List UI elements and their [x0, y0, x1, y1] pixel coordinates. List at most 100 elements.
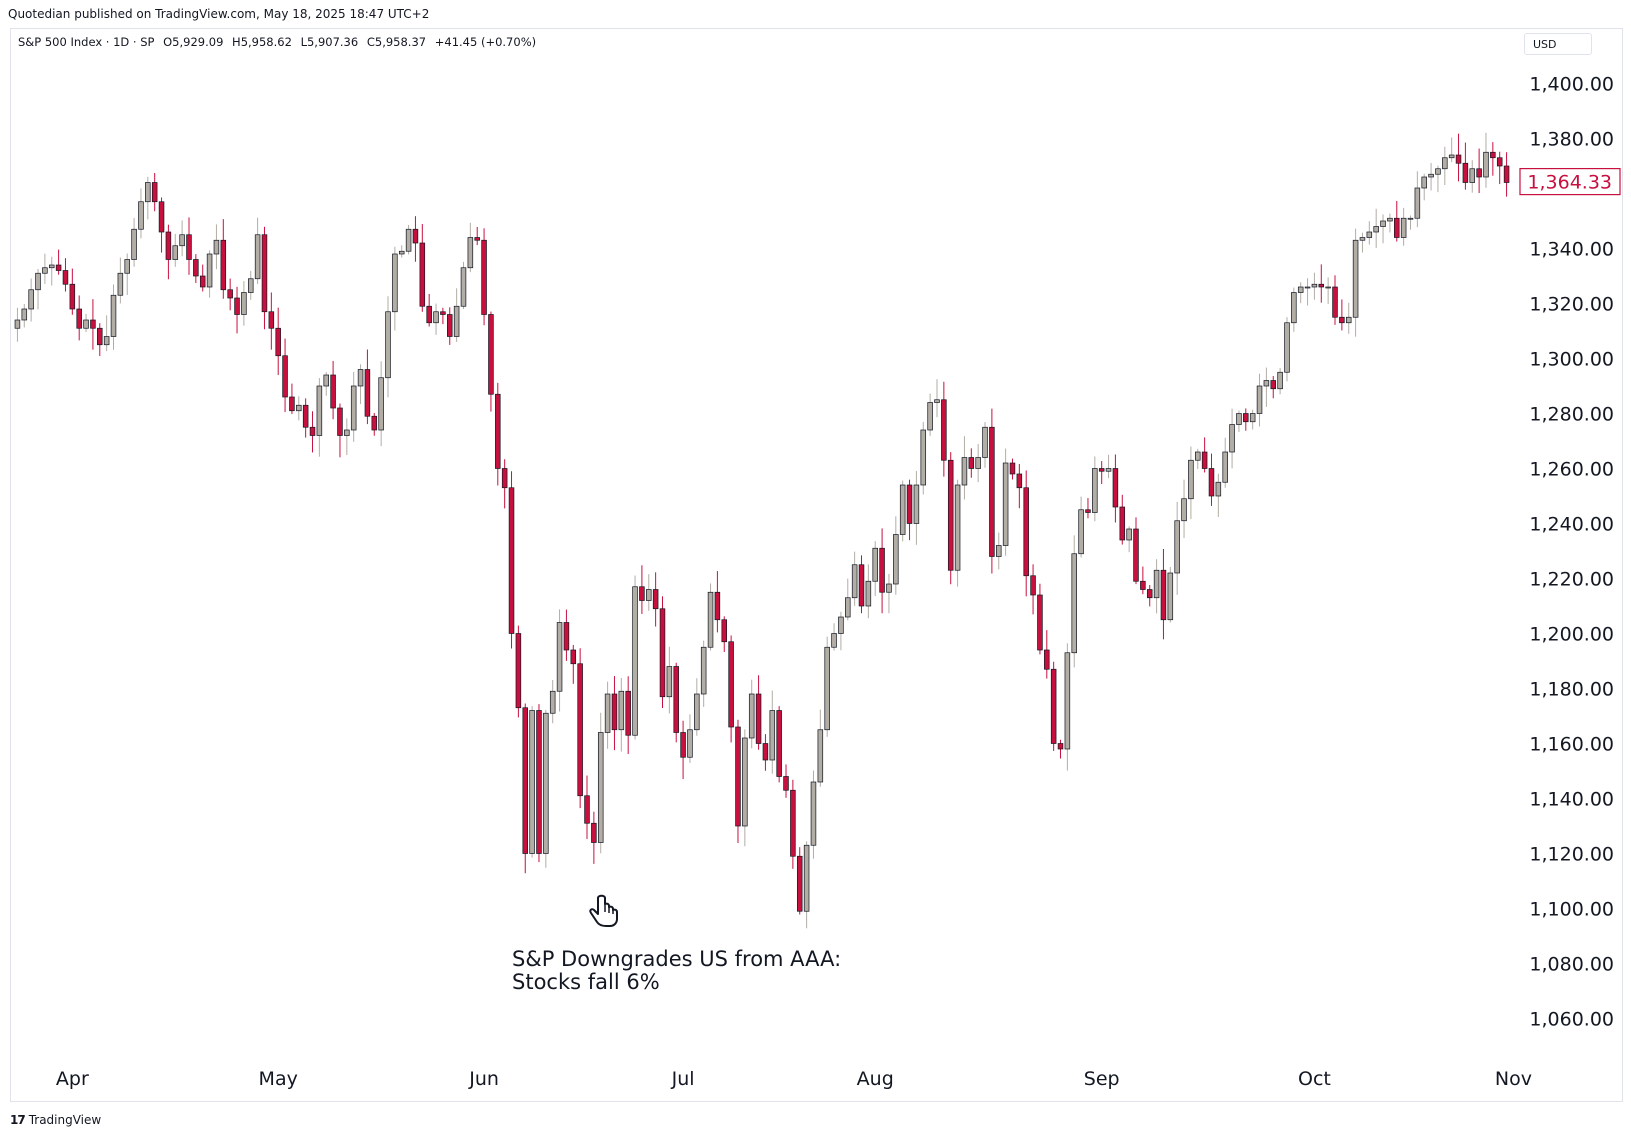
candle	[1037, 583, 1043, 655]
candle	[1188, 446, 1194, 520]
candle	[1085, 498, 1091, 519]
price-tick-label: 1,120.00	[1529, 844, 1614, 866]
candle	[769, 690, 776, 774]
candle	[124, 253, 130, 295]
candle	[289, 383, 295, 414]
candle	[1208, 453, 1215, 506]
time-tick-label: Sep	[1084, 1068, 1120, 1090]
candle	[659, 596, 666, 709]
candle	[1380, 214, 1386, 244]
candle	[577, 648, 583, 809]
candle	[14, 307, 21, 342]
price-axis[interactable]: 1,400.00 1,380.00 1,340.00 1,320.00 1,300.00…	[1529, 74, 1614, 1031]
candle	[1442, 146, 1448, 185]
candle	[1078, 496, 1084, 558]
candle	[961, 436, 968, 500]
price-tick-label: 1,160.00	[1529, 734, 1614, 756]
candle	[1483, 132, 1489, 188]
candle	[1229, 408, 1235, 469]
candle	[330, 360, 336, 420]
candle	[1352, 228, 1359, 337]
candle	[920, 421, 927, 495]
price-tick-label: 1,220.00	[1529, 569, 1614, 591]
candle	[1071, 535, 1077, 668]
candle	[145, 176, 151, 220]
candle	[28, 278, 34, 322]
candle	[248, 270, 254, 300]
candle	[865, 564, 872, 619]
candle	[604, 681, 611, 749]
candle	[193, 254, 199, 284]
candle	[254, 217, 261, 285]
candle	[1421, 173, 1427, 201]
candle	[241, 281, 247, 326]
candle	[1201, 437, 1208, 473]
candle	[1490, 142, 1496, 176]
candle	[1249, 409, 1256, 430]
candle	[611, 676, 618, 751]
time-axis[interactable]: AprMayJunJulAugSepOctNovDec2012FebMar	[56, 1068, 1631, 1090]
change-value: +41.45 (+0.70%)	[434, 35, 537, 49]
candle	[776, 706, 782, 783]
candle	[790, 779, 796, 869]
candle	[76, 295, 82, 341]
candle	[975, 444, 981, 483]
candle	[481, 228, 487, 326]
candle	[453, 288, 460, 342]
candle	[385, 296, 391, 398]
candle	[83, 313, 89, 332]
candle	[337, 403, 343, 458]
price-tick-label: 1,340.00	[1529, 239, 1614, 261]
candle	[165, 224, 172, 280]
candle	[234, 286, 240, 334]
candle	[1195, 448, 1201, 469]
candle	[584, 775, 590, 840]
candle	[728, 635, 734, 743]
tradingview-brand: TradingView	[28, 1113, 102, 1127]
candle	[851, 551, 858, 606]
candle	[591, 811, 597, 864]
candle	[179, 220, 185, 257]
candle	[570, 644, 577, 684]
candle	[639, 565, 645, 614]
candle	[1140, 566, 1146, 595]
candle	[316, 378, 323, 457]
candle	[69, 268, 76, 315]
candle	[831, 623, 837, 651]
candle	[55, 249, 62, 275]
candle	[824, 636, 830, 737]
candle	[714, 571, 721, 633]
candle	[151, 172, 158, 212]
candle	[899, 480, 906, 542]
candle	[515, 625, 522, 718]
candle	[597, 712, 604, 854]
candle	[1050, 661, 1057, 751]
candle	[138, 188, 144, 239]
candle	[989, 408, 995, 574]
candle	[501, 459, 508, 509]
candle	[1394, 200, 1400, 242]
candle	[996, 532, 1002, 570]
tradingview-logo[interactable]: 17 TradingView	[10, 1113, 101, 1127]
candle	[1243, 408, 1249, 431]
annotation-line-1: S&P Downgrades US from AAA:	[512, 947, 841, 971]
candle	[344, 418, 350, 456]
candle	[1174, 501, 1180, 595]
candle	[1469, 160, 1476, 193]
candle	[268, 292, 275, 350]
candle	[694, 678, 700, 736]
candle	[646, 574, 652, 611]
symbol-label[interactable]: S&P 500 Index · 1D · SP	[18, 35, 155, 49]
candle	[378, 361, 384, 447]
candle	[652, 572, 659, 627]
candle	[186, 217, 192, 275]
candle	[1407, 215, 1414, 230]
candle	[1400, 207, 1407, 246]
candle	[1098, 461, 1105, 485]
candle	[302, 398, 309, 438]
candle	[398, 245, 405, 258]
candle	[1105, 454, 1112, 479]
candle	[392, 246, 398, 331]
currency-button[interactable]: USD	[1524, 33, 1592, 55]
